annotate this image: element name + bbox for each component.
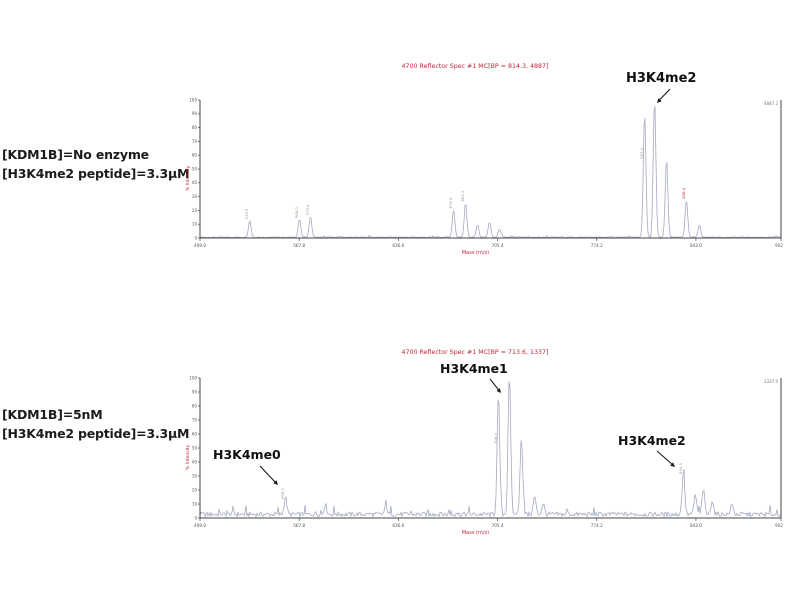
y-tick-label: 70 (192, 139, 198, 144)
annotation-arrow-h3k4me2-bottom (656, 450, 675, 467)
x-tick-label: 499.0 (194, 523, 206, 528)
condition-line: [H3K4me2 peptide]=3.3μM (2, 426, 190, 441)
y-tick-label: 30 (192, 194, 198, 199)
y-tick-label: 50 (192, 166, 198, 171)
y-axis-label: % Intensity (185, 444, 191, 470)
x-tick-label: 774.2 (591, 243, 603, 248)
peak-mz-label: 533.5 (244, 208, 249, 219)
peak-mz-label: 706.0 (493, 433, 498, 444)
max-intensity-label: 1337.0 (764, 379, 778, 384)
condition-label-5nm: [KDM1B]=5nM [H3K4me2 peptide]=3.3μM (2, 405, 189, 443)
y-tick-label: 80 (192, 403, 198, 408)
y-tick-label: 30 (192, 473, 198, 478)
spectrum-title-top: 4700 Reflector Spec #1 MC[BP = 814.3, 48… (401, 63, 549, 70)
plot-frame (199, 100, 782, 239)
x-tick-label: 567.8 (293, 243, 305, 248)
peak-mz-label: 836.4 (681, 187, 686, 198)
spectrum-trace (199, 106, 782, 239)
peak-mz-label: 674.9 (448, 197, 453, 208)
x-tick-label: 567.8 (293, 523, 305, 528)
y-tick-label: 0 (194, 235, 197, 240)
y-tick-label: 60 (192, 431, 198, 436)
y-tick-label: 0 (194, 515, 197, 520)
y-tick-label: 50 (192, 445, 198, 450)
y-tick-label: 60 (192, 153, 198, 158)
annotation-arrow-h3k4me0 (259, 465, 278, 485)
condition-label-no-enzyme: [KDM1B]=No enzyme [H3K4me2 peptide]=3.3μ… (2, 145, 189, 183)
annotation-arrow-h3k4me1 (489, 378, 501, 393)
peak-mz-label: 807.4 (639, 147, 644, 158)
y-tick-label: 90 (192, 389, 198, 394)
y-tick-label: 70 (192, 417, 198, 422)
peak-annotation-h3k4me1: H3K4me1 (440, 361, 508, 376)
x-tick-label: 499.0 (194, 243, 206, 248)
y-tick-label: 80 (192, 125, 198, 130)
peak-annotation-h3k4me2-top: H3K4me2 (626, 71, 697, 86)
peak-mz-label: 568.0 (294, 207, 299, 218)
y-tick-label: 90 (192, 111, 198, 116)
peak-mz-label: 575.6 (305, 204, 310, 215)
x-tick-label: 902.0 (775, 523, 783, 528)
x-tick-label: 705.4 (492, 243, 504, 248)
peak-annotation-h3k4me0: H3K4me0 (213, 447, 281, 462)
y-axis-label: % Intensity (185, 165, 191, 191)
y-tick-label: 40 (192, 459, 198, 464)
annotation-arrow-h3k4me2-top (657, 88, 671, 103)
peak-annotation-h3k4me2-bottom: H3K4me2 (618, 433, 686, 448)
y-tick-label: 100 (189, 375, 197, 380)
peak-mz-label: 834.3 (678, 463, 683, 474)
condition-line: [KDM1B]=5nM (2, 407, 103, 422)
condition-line: [KDM1B]=No enzyme (2, 147, 149, 162)
condition-line: [H3K4me2 peptide]=3.3μM (2, 166, 190, 181)
y-tick-label: 10 (192, 501, 198, 506)
max-intensity-label: 4887.2 (764, 101, 778, 106)
x-axis-label: Mass (m/z) (462, 530, 489, 536)
x-tick-label: 705.4 (492, 523, 504, 528)
x-tick-label: 774.2 (591, 523, 603, 528)
spectrum-title-bottom: 4700 Reflector Spec #1 MC[BP = 713.6, 13… (401, 349, 549, 356)
y-tick-label: 20 (192, 208, 198, 213)
x-tick-label: 843.0 (690, 523, 702, 528)
x-axis-label: Mass (m/z) (462, 250, 489, 256)
x-tick-label: 843.0 (690, 243, 702, 248)
y-tick-label: 10 (192, 222, 198, 227)
peak-mz-label: 683.2 (460, 190, 465, 201)
x-tick-label: 902.0 (775, 243, 783, 248)
plot-frame (199, 378, 782, 519)
y-tick-label: 20 (192, 487, 198, 492)
peak-mz-label: 558.3 (280, 488, 285, 499)
x-tick-label: 636.6 (392, 523, 404, 528)
y-tick-label: 100 (189, 97, 197, 102)
x-tick-label: 636.6 (392, 243, 404, 248)
spectrum-trace (199, 381, 782, 518)
y-tick-label: 40 (192, 180, 198, 185)
